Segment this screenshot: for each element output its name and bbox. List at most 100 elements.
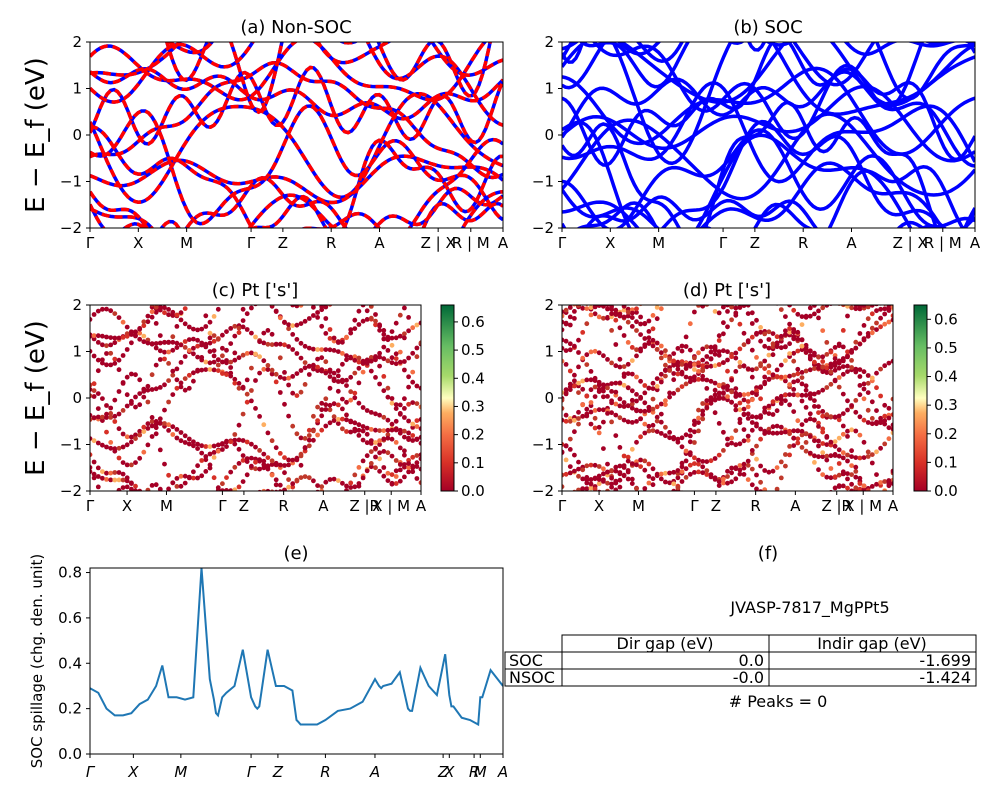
band-point <box>418 417 421 422</box>
band-point <box>804 503 809 508</box>
band-point <box>195 354 201 360</box>
band-point <box>795 329 801 335</box>
band-point <box>667 271 672 276</box>
band-point <box>104 444 109 450</box>
band-point <box>393 481 399 486</box>
band-point <box>385 348 391 353</box>
band-point <box>621 417 627 423</box>
band-point <box>290 347 296 352</box>
band-point <box>212 495 217 500</box>
band-point <box>562 345 565 351</box>
band-point <box>137 488 143 491</box>
band-point <box>174 366 180 372</box>
band-point <box>327 402 333 408</box>
band-point <box>207 330 213 336</box>
band-point <box>853 469 859 474</box>
band-point <box>240 411 246 417</box>
panel-d-points <box>562 259 893 540</box>
band-point <box>775 264 780 269</box>
band-point <box>108 308 114 314</box>
band-point <box>634 439 639 445</box>
band-point <box>836 365 842 371</box>
band-point <box>770 372 776 378</box>
band-point <box>116 426 122 432</box>
band-point <box>356 481 362 486</box>
band-point <box>224 329 229 334</box>
band-point <box>865 449 871 455</box>
band-point <box>249 576 254 581</box>
band-point <box>696 420 701 425</box>
band-point <box>696 461 701 467</box>
band-point <box>762 358 768 364</box>
band-point <box>153 431 159 437</box>
band-point <box>207 451 213 457</box>
band-point <box>787 326 792 331</box>
band-point <box>683 458 689 464</box>
band-point <box>116 455 122 461</box>
band-point <box>592 375 598 381</box>
band-point <box>174 324 180 329</box>
colorbar-tick-label: 0.0 <box>461 482 485 500</box>
band-point <box>584 292 589 297</box>
band-point <box>385 427 391 433</box>
band-point <box>563 307 569 313</box>
band-point <box>658 476 664 482</box>
band-point <box>605 394 610 399</box>
band-point <box>344 276 349 281</box>
band-point <box>709 527 714 532</box>
xtick-label-c: M <box>160 497 173 515</box>
band-point <box>671 259 676 264</box>
band-point <box>795 371 801 377</box>
band-point <box>162 349 167 355</box>
band-point <box>261 273 266 278</box>
band-point <box>692 470 697 475</box>
band-point <box>613 389 619 395</box>
band-point <box>137 502 142 507</box>
band-point <box>833 532 838 537</box>
band-point <box>779 493 784 498</box>
band-point <box>410 463 416 469</box>
band-point <box>224 360 229 366</box>
band-point <box>613 317 619 323</box>
band-point <box>129 434 134 440</box>
band-point <box>290 423 296 429</box>
band-point <box>389 453 395 459</box>
band-point <box>236 446 242 452</box>
band-point <box>96 286 101 291</box>
band-point <box>882 492 887 497</box>
band-point <box>592 348 598 354</box>
band-point <box>609 389 614 394</box>
band-point <box>745 477 751 482</box>
band-point <box>112 491 117 496</box>
band-point <box>601 388 606 394</box>
band-point <box>357 540 362 545</box>
band-point <box>129 297 134 302</box>
band-point <box>414 464 420 469</box>
band-point <box>236 325 242 331</box>
band-point <box>162 421 167 426</box>
band-point <box>224 347 229 353</box>
xtick-label-c: Γ <box>86 497 95 515</box>
band-point <box>162 299 167 304</box>
band-point <box>696 360 701 366</box>
band-point <box>712 363 718 369</box>
band-point <box>679 479 685 484</box>
band-point <box>593 535 598 540</box>
band-point <box>257 414 262 419</box>
band-point <box>870 271 875 276</box>
band-point <box>807 450 813 456</box>
xtick-label-c: A <box>318 497 329 515</box>
band-point <box>832 439 838 444</box>
band-point <box>749 374 755 380</box>
band-point <box>182 321 188 327</box>
band-point <box>721 273 726 278</box>
band-point <box>397 478 403 484</box>
band-point <box>344 429 349 434</box>
band-point <box>344 483 349 489</box>
band-point <box>828 361 834 367</box>
band-point <box>675 360 681 366</box>
band-point <box>807 411 813 417</box>
band-point <box>328 533 333 538</box>
band-point <box>244 439 250 445</box>
